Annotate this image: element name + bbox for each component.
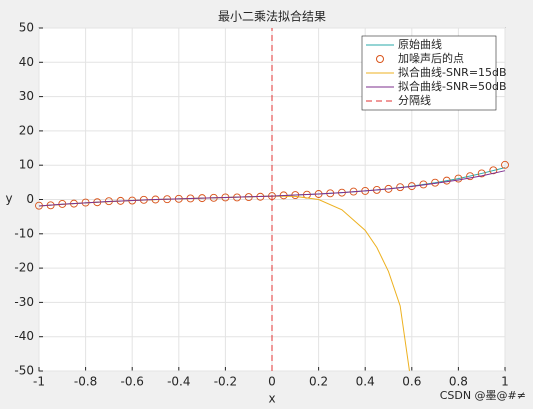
y-tick-label: -20 [14, 261, 34, 275]
y-axis-label: y [5, 192, 12, 206]
data-point [501, 160, 509, 169]
x-tick-label: 0.2 [309, 375, 328, 389]
x-tick-label: -0.2 [214, 375, 237, 389]
x-tick-label: 1 [501, 375, 509, 389]
y-tick-label: -30 [14, 295, 34, 309]
data-point [466, 172, 474, 181]
chart-title: 最小二乘法拟合结果 [218, 9, 326, 24]
legend-label: 加噪声后的点 [398, 51, 464, 65]
y-tick-label: 50 [19, 21, 34, 35]
x-tick-label: 0.4 [356, 375, 375, 389]
x-tick-label: -1 [33, 375, 45, 389]
y-tick-label: 0 [26, 192, 34, 206]
y-tick-label: 20 [19, 123, 34, 137]
x-tick-label: -0.4 [167, 375, 190, 389]
x-tick-label: -0.6 [120, 375, 143, 389]
x-tick-label: 0.8 [449, 375, 468, 389]
x-axis-label: x [268, 392, 275, 406]
y-tick-label: -50 [14, 364, 34, 378]
y-tick-label: 30 [19, 89, 34, 103]
legend-label: 分隔线 [398, 93, 431, 107]
data-point [454, 174, 463, 183]
x-tick-label: -0.8 [74, 375, 97, 389]
watermark: CSDN @墨@#≠ [440, 389, 526, 402]
legend-label: 拟合曲线-SNR=50dB [398, 79, 507, 93]
data-point [477, 169, 486, 178]
x-tick-label: 0.6 [402, 375, 421, 389]
data-point [442, 176, 451, 185]
y-tick-label: -10 [14, 226, 34, 240]
legend-label: 原始曲线 [398, 37, 442, 51]
legend-marker [376, 55, 384, 63]
legend-label: 拟合曲线-SNR=15dB [398, 65, 507, 79]
y-tick-label: 10 [19, 158, 34, 172]
y-tick-label: 40 [19, 55, 34, 69]
y-tick-label: -40 [14, 329, 34, 343]
x-tick-label: 0 [268, 375, 276, 389]
data-point [489, 166, 498, 175]
